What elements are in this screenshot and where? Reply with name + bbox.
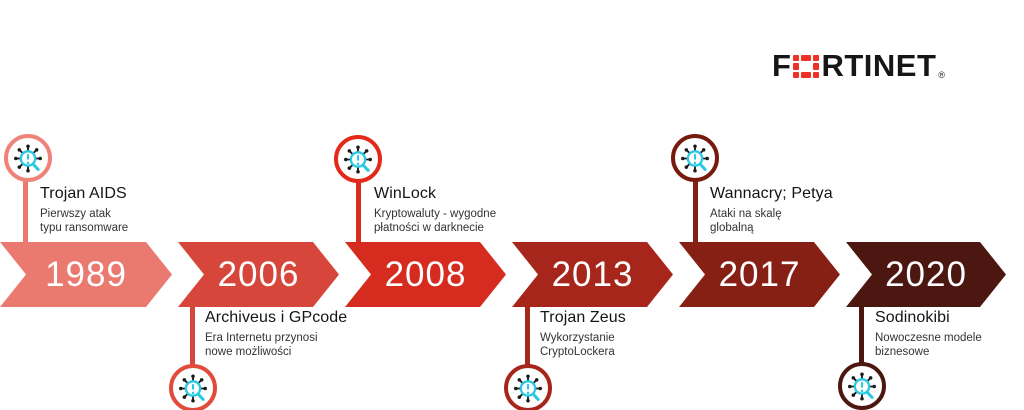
- connector-2020: [859, 307, 864, 365]
- year-label-2020: 2020: [885, 254, 967, 294]
- connector-2006: [190, 307, 195, 369]
- connector-2017: [693, 180, 698, 242]
- milestone-description: Pierwszy atak typu ransomware: [40, 208, 129, 235]
- year-label-2008: 2008: [384, 254, 467, 294]
- malware-scan-icon: [846, 370, 878, 402]
- logo-letter-f: F: [772, 48, 792, 83]
- fortinet-o-mark-icon: [793, 55, 820, 78]
- fortinet-logo: F RTINET ®: [772, 50, 945, 81]
- year-label-2017: 2017: [718, 254, 801, 294]
- malware-scan-icon: [12, 142, 44, 174]
- milestone-label-2008: WinLock Kryptowaluty - wygodne płatności…: [374, 185, 544, 236]
- milestone-circle-2020: [838, 362, 886, 410]
- milestone-label-2017: Wannacry; Petya Ataki na skalę globalną: [710, 185, 880, 236]
- milestone-label-2020: Sodinokibi Nowoczesne modele biznesowe: [875, 309, 1024, 360]
- milestone-title: Trojan Zeus: [540, 309, 626, 326]
- connector-1989: [23, 180, 28, 242]
- malware-scan-icon: [512, 372, 544, 404]
- milestone-circle-2006: [169, 364, 217, 410]
- milestone-description: Wykorzystanie CryptoLockera: [540, 332, 615, 359]
- milestone-circle-2008: [334, 135, 382, 183]
- milestone-title: Trojan AIDS: [40, 185, 127, 202]
- timeline-segment-2017: 2017: [679, 242, 840, 307]
- year-label-1989: 1989: [45, 254, 127, 294]
- milestone-title: Wannacry; Petya: [710, 185, 833, 202]
- milestone-label-2006: Archiveus i GPcode Era Internetu przynos…: [205, 309, 375, 360]
- timeline-segment-2020: 2020: [846, 242, 1006, 307]
- milestone-label-1989: Trojan AIDS Pierwszy atak typu ransomwar…: [40, 185, 210, 236]
- timeline-segment-1989: 1989: [0, 242, 172, 307]
- malware-scan-icon: [342, 143, 374, 175]
- malware-scan-icon: [679, 142, 711, 174]
- logo-letters-rtinet: RTINET: [821, 48, 937, 83]
- year-label-2006: 2006: [217, 254, 300, 294]
- milestone-description: Kryptowaluty - wygodne płatności w darkn…: [374, 208, 497, 235]
- milestone-label-2013: Trojan Zeus Wykorzystanie CryptoLockera: [540, 309, 710, 360]
- timeline-segment-2008: 2008: [345, 242, 506, 307]
- milestone-description: Ataki na skalę globalną: [710, 208, 782, 235]
- milestone-title: Sodinokibi: [875, 309, 950, 326]
- year-label-2013: 2013: [551, 254, 634, 294]
- timeline-segment-2006: 2006: [178, 242, 339, 307]
- connector-2008: [356, 180, 361, 242]
- milestone-circle-1989: [4, 134, 52, 182]
- milestone-title: Archiveus i GPcode: [205, 309, 348, 326]
- connector-2013: [525, 307, 530, 369]
- milestone-circle-2017: [671, 134, 719, 182]
- milestone-circle-2013: [504, 364, 552, 410]
- registered-trademark-symbol: ®: [938, 70, 946, 80]
- milestone-title: WinLock: [374, 185, 437, 202]
- timeline-segment-2013: 2013: [512, 242, 673, 307]
- milestone-description: Era Internetu przynosi nowe możliwości: [205, 332, 318, 359]
- malware-scan-icon: [177, 372, 209, 404]
- milestone-description: Nowoczesne modele biznesowe: [875, 332, 982, 359]
